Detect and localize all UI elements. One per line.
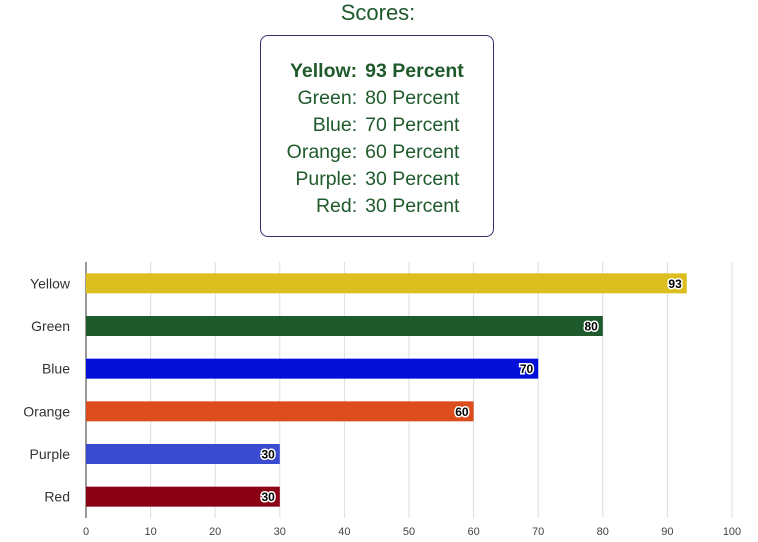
x-tick-label: 10 <box>144 526 156 538</box>
x-tick-label: 100 <box>723 526 741 538</box>
score-value: 80 Percent <box>365 87 460 109</box>
data-label: 80 <box>584 320 598 334</box>
category-label: Purple <box>30 446 71 462</box>
bar-yellow <box>86 273 687 294</box>
bar-green <box>86 316 603 336</box>
score-name: Blue: <box>312 114 358 136</box>
data-label: 93 <box>668 277 682 291</box>
score-row-purple: Purple: 30 Percent <box>261 166 493 193</box>
bar-blue <box>86 358 539 379</box>
data-label: 70 <box>520 362 534 376</box>
scores-box: Yellow: 93 Percent Green: 80 Percent Blu… <box>260 35 494 237</box>
bar-purple <box>86 444 280 464</box>
x-tick-label: 90 <box>661 526 673 538</box>
score-value: 30 Percent <box>365 195 460 217</box>
score-row-orange: Orange: 60 Percent <box>261 139 493 166</box>
score-name: Green: <box>297 87 358 109</box>
score-name: Orange: <box>286 141 358 163</box>
score-name: Yellow: <box>289 60 358 82</box>
x-tick-label: 60 <box>467 526 479 538</box>
data-label: 30 <box>261 490 275 504</box>
x-tick-label: 80 <box>597 526 609 538</box>
x-tick-label: 0 <box>83 526 89 538</box>
score-row-blue: Blue: 70 Percent <box>261 112 493 139</box>
x-tick-label: 40 <box>338 526 350 538</box>
data-label: 30 <box>261 448 275 462</box>
x-tick-label: 20 <box>209 526 221 538</box>
score-name: Red: <box>315 195 358 217</box>
score-value: 30 Percent <box>365 168 460 190</box>
x-tick-label: 70 <box>532 526 544 538</box>
bar-red <box>86 486 280 507</box>
category-label: Red <box>44 489 70 505</box>
x-tick-label: 50 <box>403 526 415 538</box>
category-label: Blue <box>42 361 70 377</box>
score-value: 70 Percent <box>365 114 460 136</box>
x-tick-label: 30 <box>274 526 286 538</box>
category-label: Yellow <box>30 275 71 291</box>
data-label: 60 <box>455 405 469 419</box>
scores-title: Scores: <box>340 0 416 25</box>
score-row-yellow: Yellow: 93 Percent <box>261 58 493 85</box>
score-row-green: Green: 80 Percent <box>261 85 493 112</box>
score-value: 93 Percent <box>365 60 464 82</box>
score-row-red: Red: 30 Percent <box>261 193 493 220</box>
bar-orange <box>86 401 474 422</box>
category-label: Orange <box>23 403 70 419</box>
score-name: Purple: <box>295 168 358 190</box>
category-label: Green <box>31 318 70 334</box>
score-value: 60 Percent <box>365 141 460 163</box>
